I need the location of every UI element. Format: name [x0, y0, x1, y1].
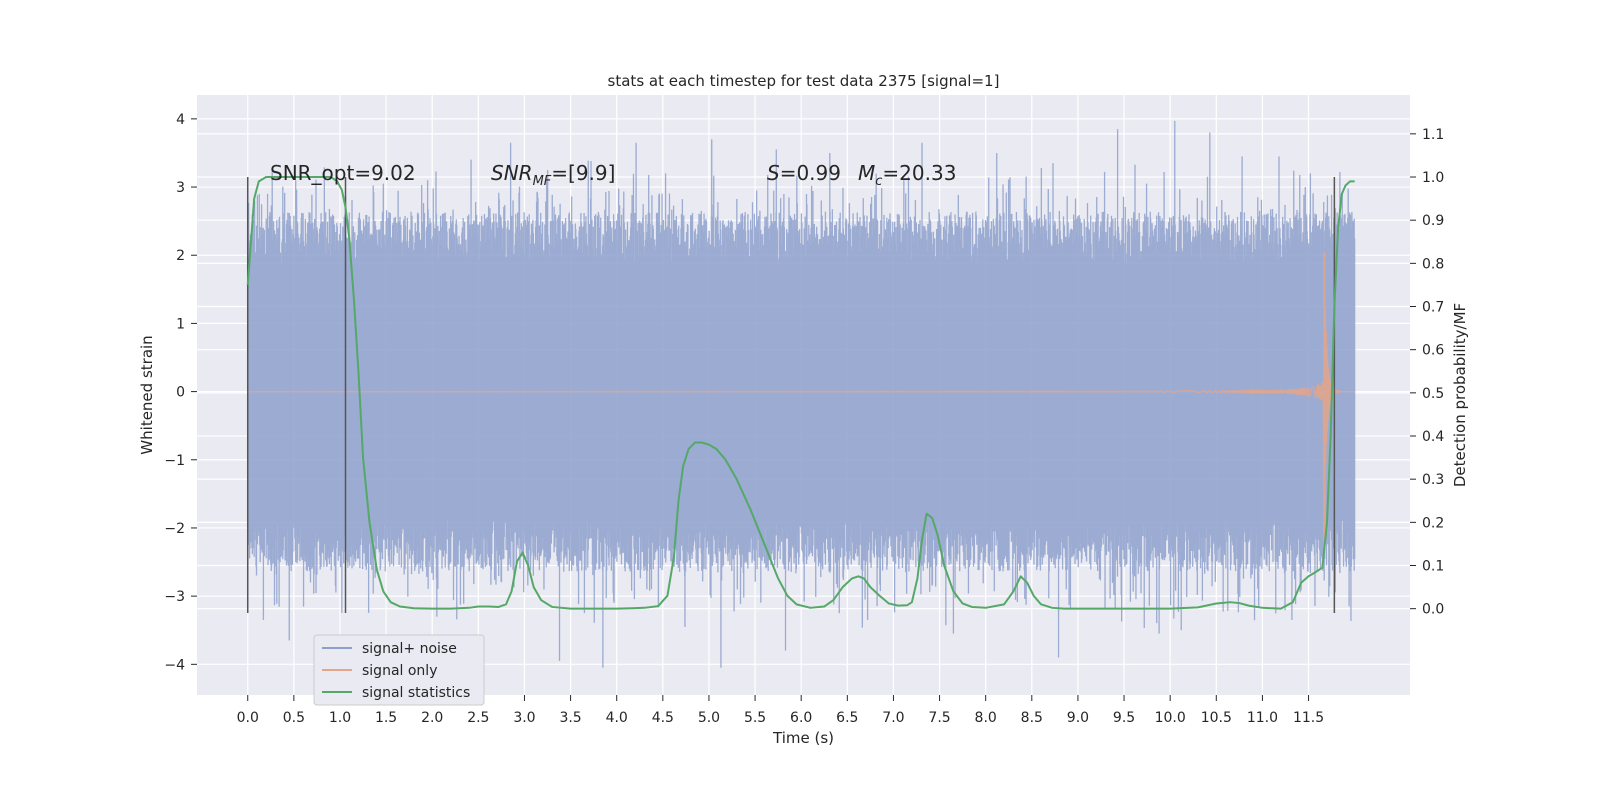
- x-tick-label: 6.5: [836, 710, 858, 726]
- x-tick-label: 10.5: [1201, 710, 1232, 726]
- x-tick-label: 1.0: [329, 710, 351, 726]
- legend-label-signal-only: signal only: [362, 663, 437, 679]
- legend: signal+ noise signal only signal statist…: [313, 634, 485, 706]
- snr-mf-rest: =[9.9]: [551, 161, 615, 185]
- y-tick-label: 2: [176, 248, 185, 264]
- x-tick-label: 8.0: [975, 710, 997, 726]
- y2-tick-label: 0.2: [1422, 515, 1444, 531]
- y-tick-label: 3: [176, 180, 185, 196]
- y2-tick-label: 0.3: [1422, 472, 1444, 488]
- x-tick-label: 4.0: [606, 710, 628, 726]
- x-tick-label: 8.5: [1021, 710, 1043, 726]
- x-tick-label: 7.0: [882, 710, 904, 726]
- y2-tick-label: 1.1: [1422, 127, 1444, 143]
- x-tick-label: 2.5: [467, 710, 489, 726]
- x-tick-label: 10.0: [1155, 710, 1186, 726]
- annotation-snr-mf: SNRMF=[9.9]: [491, 161, 615, 189]
- chart-title: stats at each timestep for test data 237…: [608, 72, 1000, 90]
- x-tick-label: 5.5: [744, 710, 766, 726]
- x-tick-label: 2.0: [421, 710, 443, 726]
- legend-label-signal-noise: signal+ noise: [362, 641, 457, 657]
- x-tick-label: 4.5: [652, 710, 674, 726]
- series-signal-statistics: [246, 176, 1355, 610]
- axes-ticks: 0.0 0.5 1.0 1.5 2.0 2.5 3.0 3.5 4.0 4.5 5.0 5.5 6.0 6…: [164, 112, 1444, 726]
- legend-box: [313, 634, 485, 706]
- y2-tick-label: 0.1: [1422, 559, 1444, 575]
- s-main: S: [767, 161, 780, 185]
- y-tick-label: −2: [164, 521, 185, 537]
- y2-axis-label: Detection probability/MF: [1451, 303, 1469, 487]
- x-tick-label: 0.5: [283, 710, 305, 726]
- x-tick-label: 11.5: [1293, 710, 1324, 726]
- x-tick-label: 3.0: [513, 710, 535, 726]
- legend-label-signal-statistics: signal statistics: [362, 685, 470, 701]
- x-tick-label: 5.0: [698, 710, 720, 726]
- y2-tick-label: 1.0: [1422, 170, 1444, 186]
- x-tick-label: 3.5: [559, 710, 581, 726]
- y-tick-label: −3: [164, 589, 185, 605]
- y2-tick-label: 0.9: [1422, 213, 1444, 229]
- x-tick-label: 1.5: [375, 710, 397, 726]
- mc-sub: c: [875, 174, 882, 189]
- x-tick-label: 6.0: [790, 710, 812, 726]
- x-tick-label: 11.0: [1247, 710, 1278, 726]
- y-tick-label: −1: [164, 453, 185, 469]
- mc-main: M: [858, 161, 875, 185]
- y-axis-label: Whitened strain: [138, 335, 156, 454]
- y2-tick-label: 0.4: [1422, 429, 1444, 445]
- x-tick-label: 0.0: [237, 710, 259, 726]
- y-tick-label: 1: [176, 316, 185, 332]
- y-tick-label: −4: [164, 657, 185, 673]
- y2-tick-label: 0.7: [1422, 300, 1444, 316]
- y2-tick-label: 0.5: [1422, 386, 1444, 402]
- x-tick-label: 7.5: [928, 710, 950, 726]
- x-tick-label: 9.5: [1113, 710, 1135, 726]
- x-tick-label: 9.0: [1067, 710, 1089, 726]
- series-signal-only: [247, 251, 1355, 542]
- y-tick-label: 4: [176, 112, 185, 128]
- s-rest: =0.99: [780, 161, 841, 185]
- annotation-mc: Mc=20.33: [858, 161, 956, 189]
- y-tick-label: 0: [176, 385, 185, 401]
- y2-tick-label: 0.0: [1422, 602, 1444, 618]
- annotation-snr-opt: SNR_opt=9.02: [270, 161, 416, 185]
- snr-mf-main: SNR: [491, 161, 533, 185]
- snr-mf-sub: MF: [533, 174, 552, 189]
- plot-content: [246, 120, 1356, 668]
- y2-tick-label: 0.6: [1422, 343, 1444, 359]
- x-axis-label: Time (s): [772, 729, 834, 747]
- annotation-s: S=0.99: [767, 161, 841, 185]
- y2-tick-label: 0.8: [1422, 256, 1444, 272]
- mc-rest: =20.33: [882, 161, 956, 185]
